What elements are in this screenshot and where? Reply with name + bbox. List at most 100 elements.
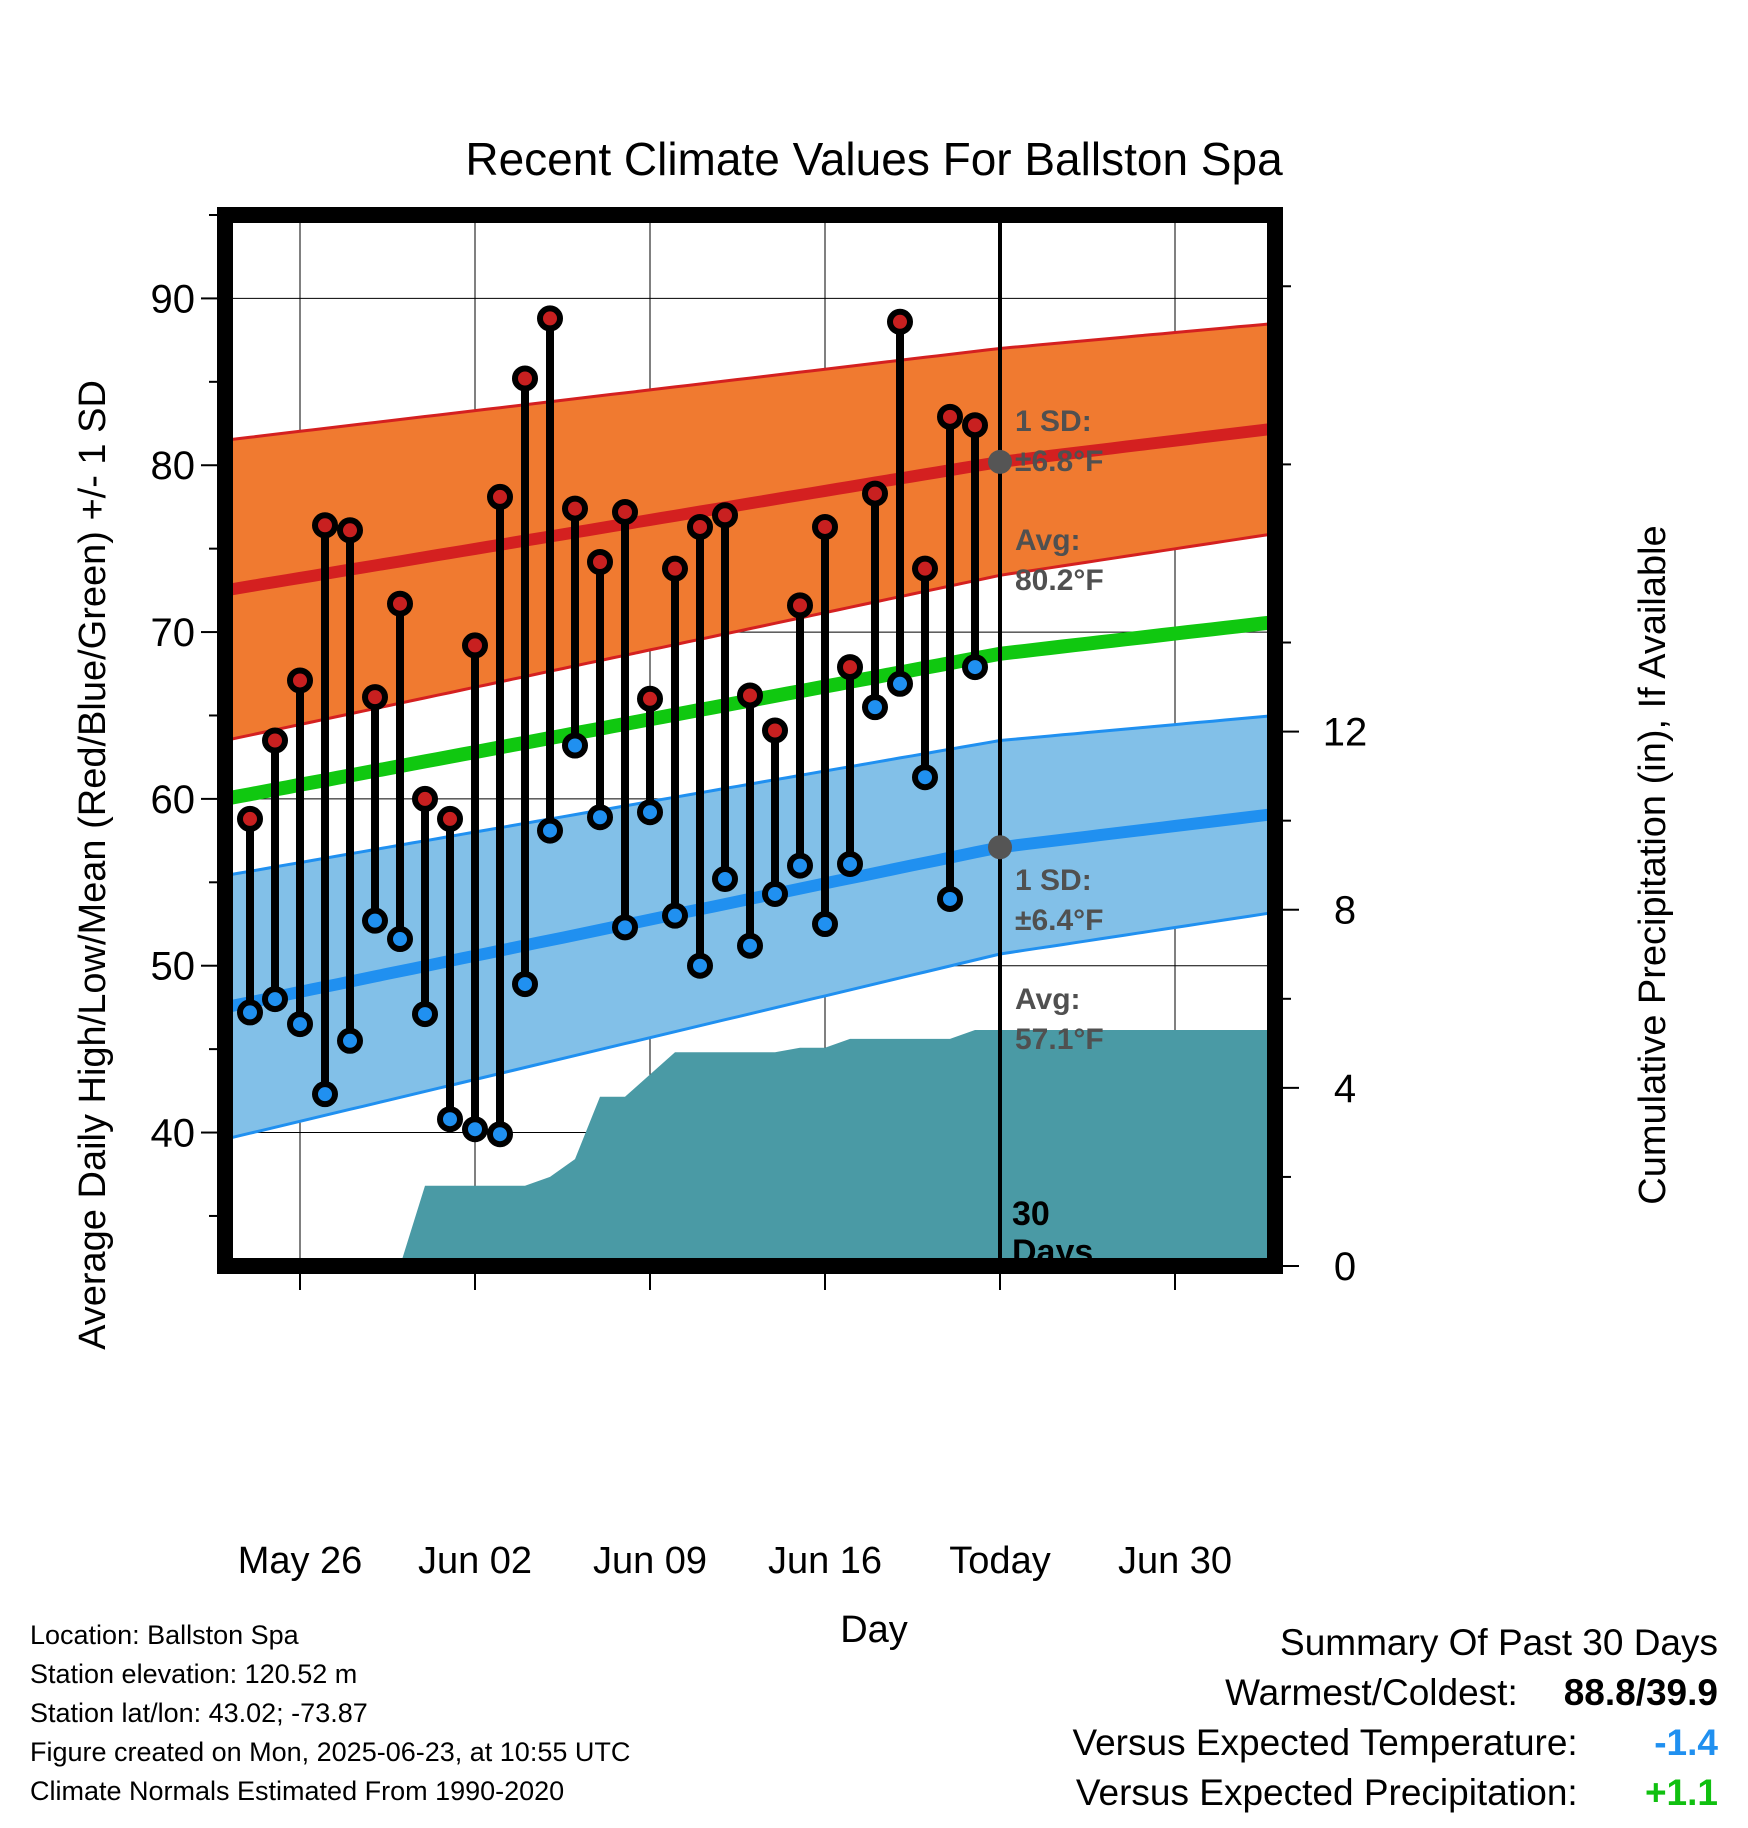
summary-heading: Summary Of Past 30 Days <box>1280 1622 1718 1663</box>
low-sd-lower-line <box>225 910 1275 1141</box>
high-sd-value: ±6.8°F <box>1015 445 1104 478</box>
daily-low-point <box>562 732 588 759</box>
plot-frame <box>217 207 1283 1274</box>
daily-high-point <box>837 654 863 681</box>
y2-axis-label: Cumulative Precipitation (in), If Availa… <box>1632 525 1674 1204</box>
daily-low-point <box>462 1116 488 1143</box>
daily-high-point <box>537 305 563 332</box>
daily-high-point <box>312 512 338 539</box>
daily-high-point <box>737 682 763 709</box>
daily-high-point <box>612 498 638 525</box>
y2-tick-label: 12 <box>1323 711 1368 755</box>
high-avg-label: Avg: <box>1015 524 1081 557</box>
y-tick-label: 40 <box>151 1112 196 1156</box>
low-avg-value: 57.1°F <box>1015 1023 1104 1056</box>
temp-label: Versus Expected Temperature: <box>1072 1722 1578 1763</box>
daily-low-point <box>962 654 988 681</box>
created-text: Figure created on Mon, 2025-06-23, at 10… <box>30 1737 631 1767</box>
daily-high-point <box>437 805 463 832</box>
daily-high-point <box>487 483 513 510</box>
daily-low-point <box>437 1106 463 1133</box>
daily-low-point <box>487 1121 513 1148</box>
daily-low-point <box>737 932 763 959</box>
daily-high-point <box>337 517 363 544</box>
daily-high-point <box>262 727 288 754</box>
daily-high-point <box>562 495 588 522</box>
daily-high-point <box>637 685 663 712</box>
daily-low-point <box>262 986 288 1013</box>
low-sd-label: 1 SD: <box>1015 864 1092 897</box>
daily-low-point <box>362 907 388 934</box>
daily-high-point <box>362 684 388 711</box>
daily-high-point <box>762 717 788 744</box>
daily-high-point <box>962 412 988 439</box>
daily-high-point <box>812 513 838 540</box>
x-tick-label: Jun 30 <box>1118 1540 1232 1582</box>
daily-low-point <box>412 1001 438 1028</box>
daily-high-point <box>412 785 438 812</box>
daily-high-point <box>862 480 888 507</box>
y-tick-label: 90 <box>151 277 196 321</box>
low-avg-label: Avg: <box>1015 983 1081 1016</box>
x-tick-label: Jun 09 <box>593 1540 707 1582</box>
daily-high-point <box>937 403 963 430</box>
cumulative-precip-area <box>225 1030 1275 1266</box>
daily-low-point <box>662 902 688 929</box>
temp-value: -1.4 <box>1654 1722 1718 1763</box>
daily-high-point <box>912 555 938 582</box>
y-tick-label: 80 <box>151 444 196 488</box>
high-avg-value: 80.2°F <box>1015 564 1104 597</box>
y2-tick-label: 8 <box>1334 889 1356 933</box>
daily-low-point <box>537 817 563 844</box>
y-tick-label: 70 <box>151 611 196 655</box>
high-sd-upper-line <box>225 321 1275 442</box>
daily-high-point <box>512 365 538 392</box>
daily-low-point <box>887 670 913 697</box>
summary-panel: Summary Of Past 30 Days Warmest/Coldest:… <box>1072 1622 1718 1822</box>
daily-low-point <box>787 852 813 879</box>
daily-low-point <box>637 799 663 826</box>
plot-border <box>217 207 1283 1274</box>
daily-high-point <box>237 805 263 832</box>
summary-warm-cold-row: Warmest/Coldest: 88.8/39.9 <box>1072 1672 1718 1722</box>
daily-high-point <box>387 590 413 617</box>
daily-low-point <box>237 999 263 1026</box>
y2-tick-label: 4 <box>1334 1067 1356 1111</box>
precip-label: Versus Expected Precipitation: <box>1075 1772 1578 1813</box>
high-average-line <box>225 422 1275 597</box>
daily-high-point <box>687 513 713 540</box>
daily-low-point <box>837 850 863 877</box>
today-high-average-dot <box>988 449 1012 474</box>
location-text: Location: Ballston Spa <box>30 1620 299 1650</box>
daily-high-point <box>712 502 738 529</box>
summary-precip-row: Versus Expected Precipitation: +1.1 <box>1072 1772 1718 1822</box>
today-low-average-dot <box>988 835 1012 860</box>
x-axis-label: Day <box>840 1609 908 1651</box>
daily-high-point <box>587 548 613 575</box>
daily-low-point <box>812 911 838 938</box>
y-tick-label: 60 <box>151 778 196 822</box>
elevation-text: Station elevation: 120.52 m <box>30 1659 358 1689</box>
daily-high-point <box>462 632 488 659</box>
precip-value: +1.1 <box>1644 1772 1718 1813</box>
daily-low-point <box>762 880 788 907</box>
low-sd-value: ±6.4°F <box>1015 904 1104 937</box>
daily-high-point <box>887 308 913 335</box>
daily-low-point <box>912 764 938 791</box>
daily-low-point <box>712 865 738 892</box>
y-tick-label: 50 <box>151 945 196 989</box>
daily-low-point <box>862 694 888 721</box>
y2-tick-label: 0 <box>1334 1245 1356 1289</box>
summary-temp-row: Versus Expected Temperature: -1.4 <box>1072 1722 1718 1772</box>
daily-low-point <box>687 952 713 979</box>
days-count-label: 30 <box>1012 1195 1050 1233</box>
daily-high-point <box>787 592 813 619</box>
station-info: Location: Ballston Spa Station elevation… <box>30 1620 630 1815</box>
daily-high-point <box>287 667 313 694</box>
daily-low-point <box>587 804 613 831</box>
x-tick-label: Today <box>949 1540 1050 1582</box>
warm-cold-label: Warmest/Coldest: <box>1225 1672 1518 1713</box>
daily-low-point <box>337 1027 363 1054</box>
daily-low-point <box>387 926 413 953</box>
